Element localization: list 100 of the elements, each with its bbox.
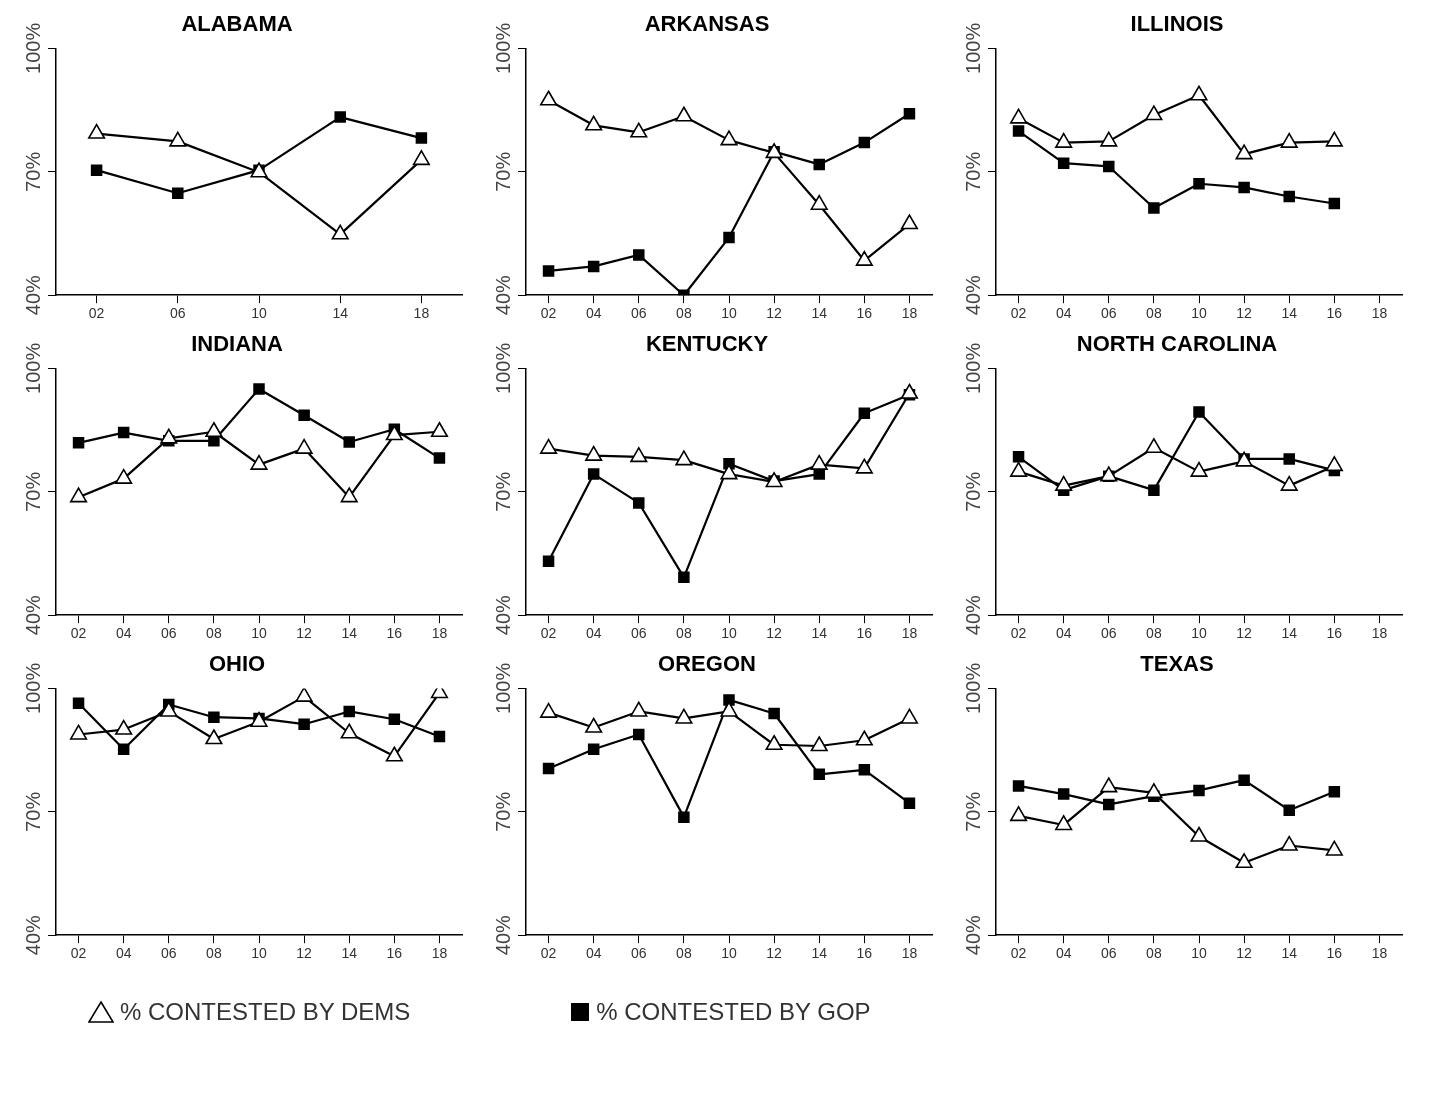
x-tick-label: 02 [1010,305,1027,322]
x-tick-label: 04 [1055,625,1072,642]
y-tick-label: 40% [491,274,514,316]
x-tick-label: 10 [251,305,267,322]
x-tick-label: 10 [1191,305,1207,322]
chart-title: ALABAMA [181,11,293,37]
x-tick-label: 14 [1281,625,1298,642]
x-tick-label: 16 [1326,945,1343,962]
x-tick-label: 12 [766,305,783,322]
y-tick-label: 40% [961,594,984,636]
x-tick-label: 12 [296,945,313,962]
x-tick-label: 16 [856,305,873,322]
x-tick-label: 02 [540,625,557,642]
y-tick-label: 100% [491,342,514,394]
x-tick-label: 14 [1281,945,1298,962]
x-tick-label: 18 [901,945,918,962]
y-tick-label: 100% [961,662,984,714]
x-tick-label: 18 [1371,305,1388,322]
x-tick-label: 18 [413,305,430,322]
x-tick-label: 10 [251,945,267,962]
y-tick-label: 40% [21,914,44,956]
x-tick-label: 16 [1326,625,1343,642]
y-tick-label: 100% [961,342,984,394]
y-tick-label: 100% [21,662,44,714]
y-tick-label: 70% [491,791,514,832]
y-tick-label: 70% [21,151,44,192]
x-tick-label: 10 [1191,945,1207,962]
chart-title: ARKANSAS [644,11,770,37]
x-tick-label: 12 [1236,305,1253,322]
x-tick-label: 18 [1371,625,1388,642]
x-tick-label: 10 [721,625,737,642]
x-tick-label: 04 [115,625,132,642]
x-tick-label: 02 [540,305,557,322]
y-tick-label: 70% [961,791,984,832]
x-tick-label: 16 [386,625,403,642]
x-tick-label: 12 [296,625,313,642]
x-tick-label: 08 [676,625,692,642]
x-tick-label: 06 [160,945,177,962]
x-tick-label: 02 [88,305,105,322]
x-tick-label: 06 [170,305,186,322]
chart-title: OREGON [658,651,756,677]
x-tick-label: 08 [676,945,692,962]
x-tick-label: 08 [1146,945,1162,962]
x-tick-label: 04 [115,945,132,962]
x-tick-label: 06 [1100,945,1117,962]
x-tick-label: 16 [386,945,403,962]
x-tick-label: 14 [811,945,828,962]
x-tick-label: 12 [1236,945,1253,962]
y-tick-label: 40% [491,914,514,956]
y-tick-label: 100% [21,342,44,394]
x-tick-label: 14 [811,625,828,642]
x-tick-label: 06 [630,625,647,642]
y-tick-label: 100% [21,22,44,74]
y-tick-label: 100% [961,22,984,74]
x-tick-label: 18 [431,945,448,962]
x-tick-label: 08 [1146,305,1162,322]
x-tick-label: 02 [70,625,87,642]
x-tick-label: 08 [206,945,222,962]
y-tick-label: 70% [21,471,44,512]
legend-label: % CONTESTED BY GOP [596,998,871,1026]
x-tick-label: 10 [721,305,737,322]
chart-title: ILLINOIS [1130,11,1224,37]
x-tick-label: 10 [1191,625,1207,642]
chart-title: INDIANA [191,331,283,357]
y-tick-label: 100% [491,22,514,74]
x-tick-label: 18 [901,625,918,642]
y-tick-label: 70% [961,151,984,192]
chart-title: KENTUCKY [645,331,769,357]
x-tick-label: 08 [676,305,692,322]
x-tick-label: 14 [341,945,358,962]
y-tick-label: 40% [21,274,44,316]
x-tick-label: 14 [1281,305,1298,322]
y-tick-label: 70% [491,471,514,512]
x-tick-label: 08 [1146,625,1162,642]
x-tick-label: 06 [630,305,647,322]
x-tick-label: 16 [856,945,873,962]
x-tick-label: 10 [251,625,267,642]
x-tick-label: 06 [1100,305,1117,322]
y-tick-label: 40% [961,274,984,316]
x-tick-label: 04 [585,305,602,322]
x-tick-label: 12 [766,945,783,962]
x-tick-label: 02 [70,945,87,962]
x-tick-label: 08 [206,625,222,642]
y-tick-label: 70% [21,791,44,832]
x-tick-label: 06 [630,945,647,962]
chart-title: TEXAS [1140,651,1214,677]
x-tick-label: 18 [901,305,918,322]
x-tick-label: 06 [1100,625,1117,642]
x-tick-label: 18 [431,625,448,642]
x-tick-label: 14 [332,305,349,322]
x-tick-label: 04 [1055,945,1072,962]
x-tick-label: 16 [1326,305,1343,322]
y-tick-label: 70% [961,471,984,512]
x-tick-label: 14 [341,625,358,642]
x-tick-label: 02 [1010,625,1027,642]
y-tick-label: 40% [491,594,514,636]
chart-title: NORTH CAROLINA [1076,331,1278,357]
x-tick-label: 16 [856,625,873,642]
y-tick-label: 100% [491,662,514,714]
x-tick-label: 02 [540,945,557,962]
